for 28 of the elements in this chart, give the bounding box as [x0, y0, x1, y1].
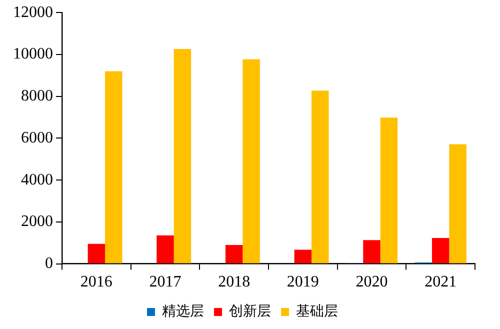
- y-tick-label: 12000: [13, 4, 53, 21]
- x-tick-label: 2018: [218, 274, 250, 291]
- bar: [363, 240, 380, 264]
- x-tick-label: 2017: [149, 274, 182, 291]
- x-tick-label: 2016: [80, 274, 112, 291]
- bar: [156, 235, 174, 264]
- x-tick-label: 2019: [286, 274, 319, 291]
- y-tick-label: 10000: [13, 46, 53, 63]
- bar: [225, 244, 243, 264]
- x-tick-label: 2021: [424, 274, 457, 291]
- bar: [380, 118, 398, 264]
- legend-label: 精选层: [162, 304, 204, 320]
- y-tick-label: 2000: [21, 213, 53, 230]
- bar: [449, 144, 466, 264]
- bar: [105, 71, 122, 264]
- y-tick-label: 6000: [21, 129, 53, 146]
- bar: [432, 238, 450, 264]
- y-tick-label: 8000: [21, 88, 53, 105]
- x-tick-label: 2020: [356, 274, 388, 291]
- bar: [242, 59, 260, 264]
- y-tick-label: 4000: [21, 171, 53, 188]
- bar: [88, 244, 106, 264]
- legend-label: 基础层: [296, 304, 338, 320]
- bar: [174, 49, 192, 264]
- bar: [312, 90, 329, 264]
- bar: [294, 250, 312, 264]
- y-tick-label: 0: [45, 255, 53, 272]
- legend-label: 创新层: [229, 304, 271, 320]
